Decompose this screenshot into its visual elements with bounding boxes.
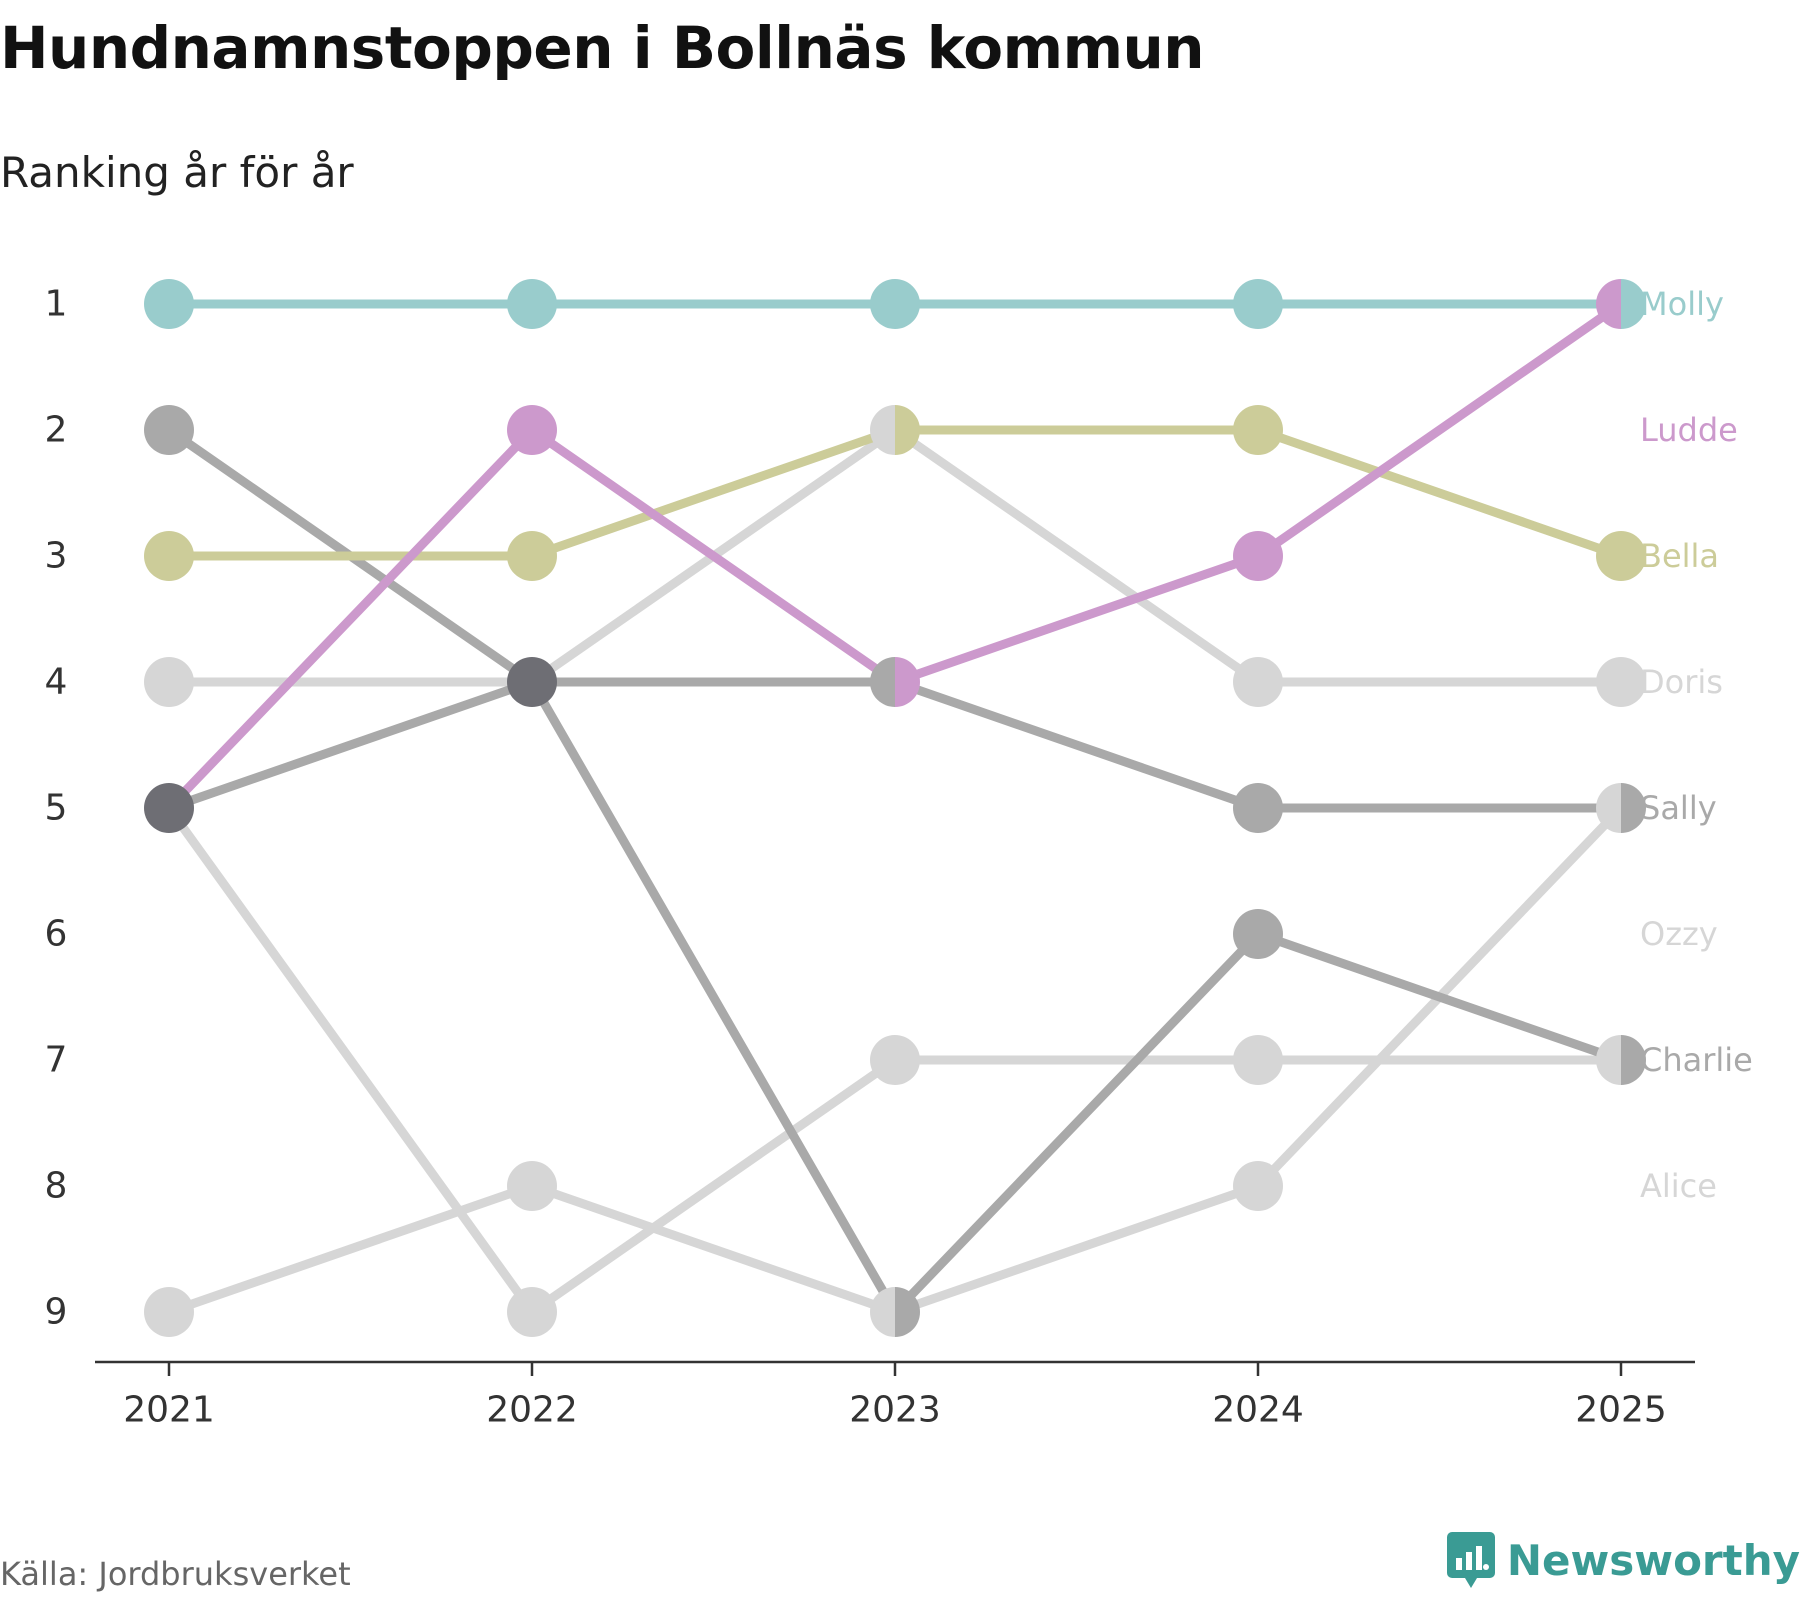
point-bella-2024 xyxy=(1233,405,1283,455)
point-sally-2024 xyxy=(1233,783,1283,833)
chart-title: Hundnamnstoppen i Bollnäs kommun xyxy=(0,14,1205,82)
series-points xyxy=(144,279,1646,1337)
point-overlap-2022 xyxy=(507,657,557,707)
point-charlie-2024 xyxy=(1233,909,1283,959)
point-doris-2024 xyxy=(1233,657,1283,707)
point-molly-2023 xyxy=(870,279,920,329)
point-charlie-2025 xyxy=(1621,1035,1646,1085)
x-tick-label: 2024 xyxy=(1212,1390,1304,1431)
y-tick-label: 2 xyxy=(45,410,68,451)
newsworthy-logo-icon xyxy=(1446,1532,1495,1588)
point-alice-2025 xyxy=(1596,1035,1621,1085)
point-doris-2023 xyxy=(870,405,895,455)
x-tick-label: 2023 xyxy=(849,1390,941,1431)
y-tick-label: 6 xyxy=(45,914,68,955)
y-tick-label: 9 xyxy=(45,1292,68,1333)
point-sally-2025 xyxy=(1621,783,1646,833)
point-charlie-2023 xyxy=(895,1287,920,1337)
point-bella-2023 xyxy=(895,405,920,455)
y-tick-label: 7 xyxy=(45,1040,68,1081)
x-tick-label: 2021 xyxy=(123,1390,215,1431)
point-ludde-2022 xyxy=(507,405,557,455)
point-ozzy-2021 xyxy=(144,1287,194,1337)
x-axis: 2021 2022 2023 2024 2025 xyxy=(95,1360,1695,1431)
brand-logo: Newsworthy xyxy=(1446,1532,1800,1588)
series-label-sally: Sally xyxy=(1640,789,1717,827)
series-label-charlie: Charlie xyxy=(1640,1041,1753,1079)
point-overlap-2021 xyxy=(144,783,194,833)
x-tick-label: 2025 xyxy=(1575,1390,1667,1431)
series-label-ozzy: Ozzy xyxy=(1640,915,1718,953)
y-tick-label: 3 xyxy=(45,536,68,577)
brand-name: Newsworthy xyxy=(1506,1535,1800,1585)
point-ozzy-2025 xyxy=(1596,783,1621,833)
point-ozzy-2023 xyxy=(870,1287,895,1337)
point-ludde-2024 xyxy=(1233,531,1283,581)
point-alice-2022 xyxy=(507,1287,557,1337)
series-line-charlie xyxy=(164,677,1626,1317)
point-doris-2021 xyxy=(144,657,194,707)
point-alice-2023 xyxy=(870,1035,920,1085)
x-tick-label: 2022 xyxy=(486,1390,578,1431)
point-molly-2024 xyxy=(1233,279,1283,329)
point-ludde-2025 xyxy=(1596,279,1621,329)
source-note: Källa: Jordbruksverket xyxy=(0,1555,351,1593)
y-tick-label: 8 xyxy=(45,1166,68,1207)
series-lines xyxy=(164,299,1626,1317)
series-labels: Molly Ludde Bella Doris Sally Ozzy Charlie Alic… xyxy=(1640,285,1753,1205)
point-molly-2021 xyxy=(144,279,194,329)
series-label-bella: Bella xyxy=(1640,537,1719,575)
series-label-doris: Doris xyxy=(1640,663,1723,701)
y-tick-label: 5 xyxy=(45,788,68,829)
y-tick-label: 1 xyxy=(45,284,68,325)
y-tick-label: 4 xyxy=(45,662,68,703)
point-sally-2023 xyxy=(870,657,895,707)
point-ozzy-2022 xyxy=(507,1161,557,1211)
point-ludde-2023 xyxy=(895,657,920,707)
point-bella-2022 xyxy=(507,531,557,581)
point-molly-2022 xyxy=(507,279,557,329)
y-axis: 1 2 3 4 5 6 7 8 9 xyxy=(45,284,68,1333)
series-label-ludde: Ludde xyxy=(1640,411,1738,449)
series-label-alice: Alice xyxy=(1640,1167,1717,1205)
bump-chart: 1 2 3 4 5 6 7 8 9 2021 2022 2023 2024 2025 Molly Ludd… xyxy=(45,279,1753,1431)
point-bella-2025 xyxy=(1596,531,1646,581)
series-label-molly: Molly xyxy=(1640,285,1724,323)
point-sally-2021 xyxy=(144,405,194,455)
chart-subtitle: Ranking år för år xyxy=(0,148,354,197)
point-alice-2024 xyxy=(1233,1035,1283,1085)
point-ozzy-2024 xyxy=(1233,1161,1283,1211)
series-line-sally xyxy=(164,425,1626,813)
point-doris-2025 xyxy=(1596,657,1646,707)
point-bella-2021 xyxy=(144,531,194,581)
point-molly-2025 xyxy=(1621,279,1646,329)
